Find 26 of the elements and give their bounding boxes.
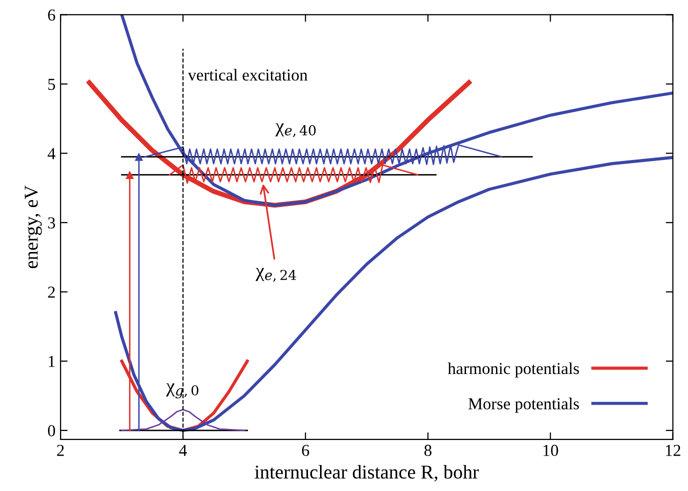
- x-tick-label: 6: [302, 444, 310, 456]
- y-axis-title: energy, eV: [24, 185, 42, 268]
- line-series: [121, 408, 245, 432]
- x-tick-label: 4: [179, 444, 187, 456]
- annotation: χ$_{e,24}$: [256, 268, 296, 282]
- y-tick-label: 1: [48, 356, 55, 367]
- y-tick-label: 4: [48, 148, 56, 160]
- annotation: χ$_{e,40}$: [275, 123, 316, 138]
- y-tick-label: 6: [48, 9, 56, 21]
- y-tick-label: 5: [48, 78, 56, 90]
- ref-line-label: vertical excitation: [188, 68, 308, 81]
- line-series: [114, 156, 673, 432]
- y-tick-label: 0: [48, 425, 56, 436]
- legend-label: Morse potentials: [468, 398, 579, 413]
- line-series: [120, 14, 673, 207]
- x-tick-label: 10: [544, 444, 558, 456]
- y-tick-label: 3: [48, 217, 56, 229]
- x-tick-label: 8: [424, 444, 432, 456]
- y-tick-label: 2: [48, 286, 55, 298]
- annotation: χ$_{g,0}$: [166, 383, 198, 398]
- legend-label: harmonic potentials: [448, 362, 579, 378]
- x-tick-label: 12: [666, 444, 680, 456]
- line-series: [168, 164, 418, 184]
- x-tick-label: 2: [57, 444, 64, 456]
- line-series: [144, 144, 502, 166]
- x-axis-title: internuclear distance R, bohr: [254, 464, 479, 482]
